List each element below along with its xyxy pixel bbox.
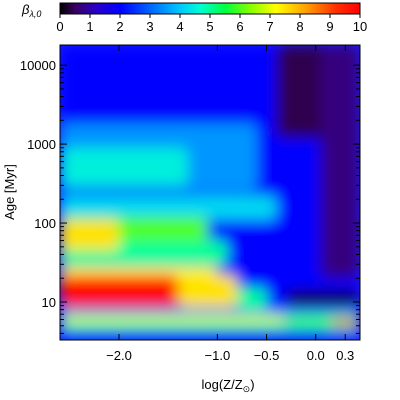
colorbar-tick-label: 3 — [146, 19, 153, 34]
x-tick-label: 0.0 — [307, 348, 325, 363]
colorbar-label: βλ,0 — [21, 2, 41, 19]
y-axis-ticks: 10 100 1000 10000 — [20, 58, 360, 334]
heatmap-zone-2 — [320, 45, 360, 279]
colorbar-tick-label: 8 — [296, 19, 303, 34]
colorbar-tick-label: 6 — [236, 19, 243, 34]
x-axis-ticks: −2.0 −1.0 −0.5 0.0 0.3 — [106, 45, 354, 363]
y-tick-label: 10 — [42, 295, 56, 310]
heatmap-zone-13 — [237, 288, 267, 310]
heatmap-zone-14 — [60, 308, 360, 316]
x-tick-label: −0.5 — [254, 348, 280, 363]
colorbar-tick-label: 4 — [176, 19, 183, 34]
colorbar-tick-label: 0 — [56, 19, 63, 34]
x-tick-label: 0.3 — [336, 348, 354, 363]
colorbar: βλ,0 0 1 2 3 4 5 6 7 8 9 10 — [21, 2, 367, 34]
colorbar-tick-label: 2 — [116, 19, 123, 34]
heatmap-zone-11 — [60, 274, 179, 308]
plot-frame — [59, 44, 361, 341]
x-tick-label: −2.0 — [106, 348, 132, 363]
heatmap-zone-9 — [60, 219, 120, 251]
colorbar-ticks: 0 1 2 3 4 5 6 7 8 9 10 — [56, 14, 367, 34]
heatmap-zone-6 — [60, 196, 277, 220]
heatmap-zone-18 — [60, 330, 360, 340]
heatmap-zone-5 — [60, 147, 188, 186]
heatmap-area — [60, 45, 360, 340]
heatmap-zone-12 — [178, 274, 238, 308]
colorbar-tick-label: 10 — [353, 19, 367, 34]
colorbar-tick-label: 9 — [326, 19, 333, 34]
colorbar-tick-label: 1 — [86, 19, 93, 34]
heatmap-zones — [60, 45, 360, 340]
y-tick-label: 100 — [34, 216, 56, 231]
colorbar-gradient — [59, 2, 361, 15]
heatmap-zone-17 — [60, 323, 360, 331]
y-tick-label: 1000 — [27, 137, 56, 152]
y-tick-label: 10000 — [20, 58, 56, 73]
x-axis-label: log(Z/Z⊙) — [201, 377, 254, 394]
colorbar-tick-label: 5 — [206, 19, 213, 34]
y-axis-label: Age [Myr] — [2, 164, 17, 220]
x-tick-label: −1.0 — [205, 348, 231, 363]
heatmap-zone-19 — [330, 319, 360, 326]
colorbar-tick-label: 7 — [266, 19, 273, 34]
heatmap-zone-3 — [286, 290, 360, 306]
heatmap-zone-15 — [60, 315, 287, 324]
